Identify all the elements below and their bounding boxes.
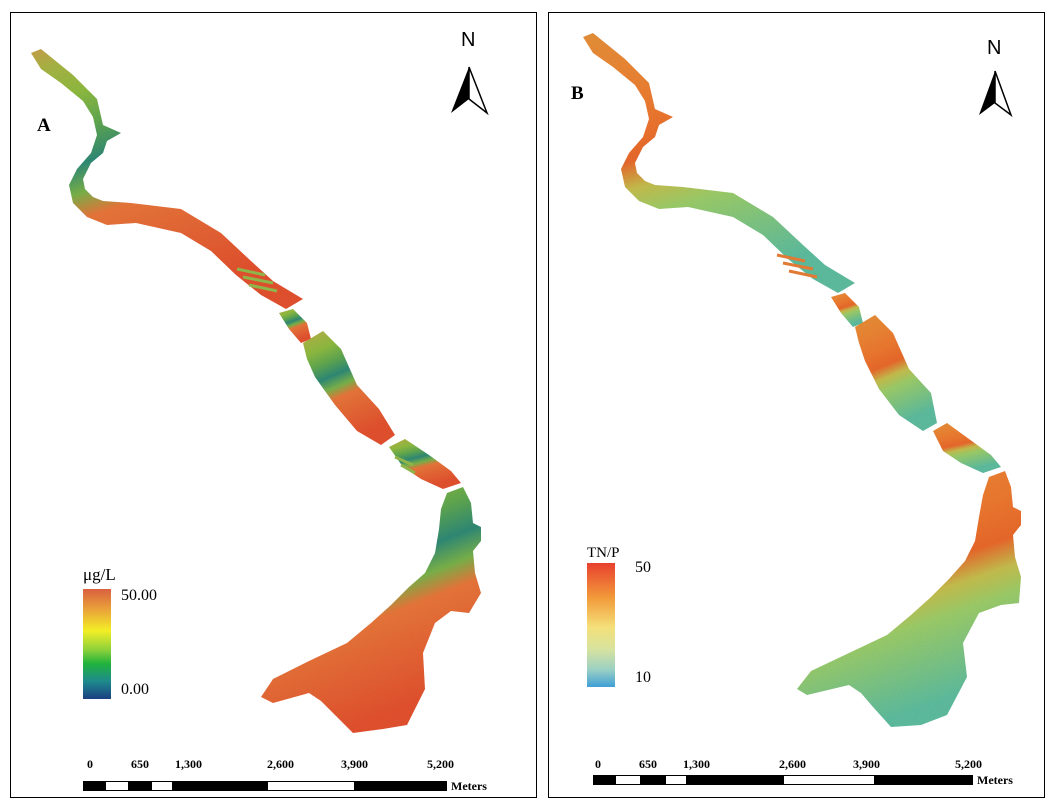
legend-max-label: 50 — [635, 559, 651, 576]
scale-segment — [875, 775, 973, 785]
scale-segment — [105, 781, 129, 791]
north-label: N — [987, 37, 1002, 59]
map-panel-b: N B TN/P 50 10 0 650 1,300 2,600 3,900 5… — [548, 12, 1045, 798]
legend-max-label: 50.00 — [121, 587, 157, 604]
scale-unit-label: Meters — [977, 773, 1013, 787]
scale-unit-label: Meters — [451, 779, 487, 793]
river-narrow-section — [303, 331, 395, 445]
scale-segment — [687, 775, 783, 785]
river-middle-section — [279, 309, 311, 343]
legend-title: μg/L — [83, 565, 116, 584]
river-map-a — [31, 49, 489, 733]
scale-tick: 3,900 — [853, 757, 880, 771]
north-label: N — [461, 29, 476, 51]
scale-segment — [665, 775, 687, 785]
scale-segment — [641, 775, 665, 785]
scale-tick: 1,300 — [683, 757, 710, 771]
scale-segment — [129, 781, 151, 791]
panel-letter: A — [37, 115, 51, 136]
lake-basin — [797, 471, 1021, 727]
scale-tick: 0 — [595, 757, 601, 771]
river-middle-section — [831, 293, 863, 327]
river-inlets — [776, 253, 818, 279]
panel-letter: B — [571, 83, 584, 104]
legend-title: TN/P — [587, 545, 620, 561]
legend-color-ramp — [83, 589, 111, 699]
river-lower-channel — [389, 439, 461, 489]
scale-tick: 5,200 — [955, 757, 982, 771]
river-water-body — [31, 49, 481, 733]
scale-tick: 0 — [87, 757, 93, 771]
river-map-b — [583, 33, 1021, 727]
scale-segment — [593, 775, 615, 785]
north-arrow-icon — [979, 70, 1013, 118]
map-panel-a: N A μg/L 50.00 0.00 0 650 1,300 2,600 3,… — [10, 12, 537, 798]
scale-tick: 2,600 — [779, 757, 806, 771]
river-inlets — [236, 267, 416, 475]
scale-tick: 3,900 — [341, 757, 368, 771]
river-upper-channel — [583, 33, 855, 293]
scale-segment — [783, 775, 875, 785]
scale-segment — [355, 781, 447, 791]
scale-tick: 1,300 — [175, 757, 202, 771]
scale-tick: 2,600 — [267, 757, 294, 771]
river-upper-channel — [31, 49, 303, 309]
legend-min-label: 0.00 — [121, 681, 149, 698]
scale-tick: 650 — [131, 757, 149, 771]
legend-min-label: 10 — [635, 669, 651, 686]
legend-color-ramp — [587, 563, 615, 687]
scale-segment — [267, 781, 355, 791]
river-narrow-section — [855, 315, 937, 431]
scale-segment — [151, 781, 173, 791]
scale-segment — [173, 781, 267, 791]
scale-tick: 650 — [639, 757, 657, 771]
north-arrow-icon — [451, 66, 489, 116]
river-lower-channel — [933, 423, 1001, 473]
scale-tick: 5,200 — [427, 757, 454, 771]
scale-segment — [615, 775, 641, 785]
lake-basin — [261, 487, 481, 733]
river-water-body — [583, 33, 1021, 727]
scale-segment — [83, 781, 105, 791]
